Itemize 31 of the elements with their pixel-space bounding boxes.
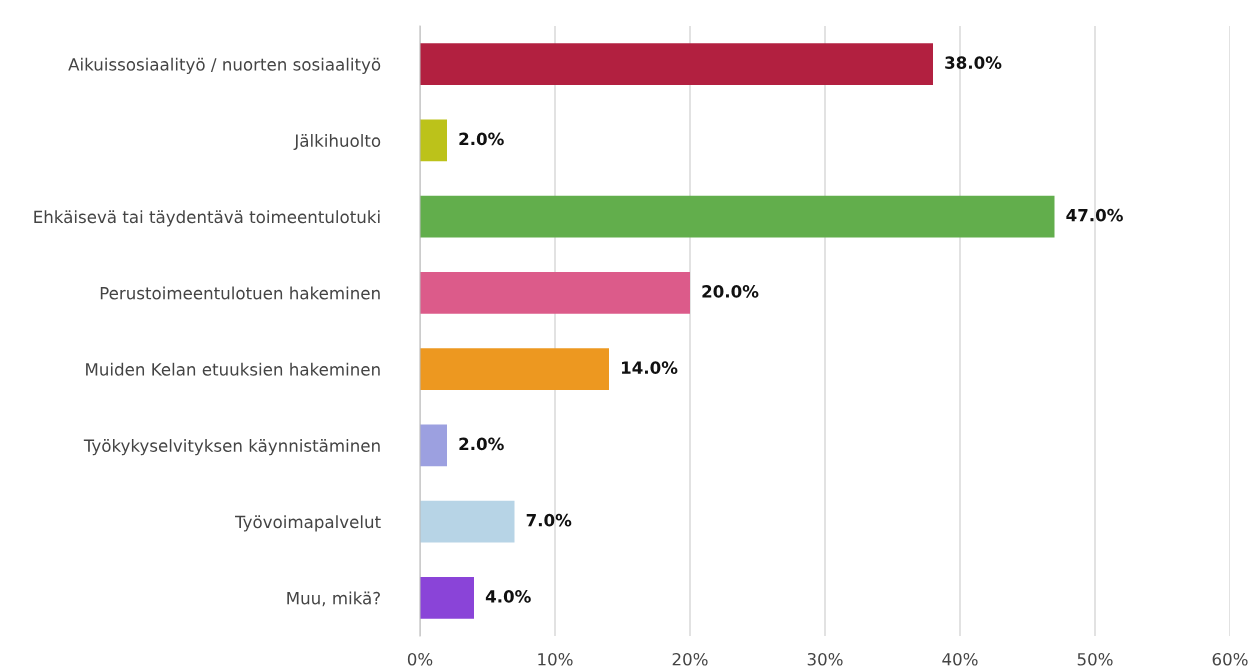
x-tick-label: 60% bbox=[1212, 652, 1248, 666]
bar bbox=[420, 43, 933, 86]
data-label: 14.0% bbox=[621, 361, 678, 374]
x-tick-label: 30% bbox=[807, 652, 843, 666]
bar bbox=[420, 348, 609, 391]
y-tick-label: Muiden Kelan etuuksien hakeminen bbox=[86, 362, 380, 376]
bar bbox=[420, 271, 690, 314]
data-label: 2.0% bbox=[459, 132, 504, 146]
y-tick-label: Perustoimeentulotuen hakeminen bbox=[100, 286, 380, 300]
bar bbox=[420, 500, 515, 543]
x-tick-label: 40% bbox=[942, 652, 978, 666]
x-tick-label: 50% bbox=[1077, 652, 1113, 666]
bar bbox=[420, 424, 447, 467]
x-tick-label: 10% bbox=[538, 652, 573, 666]
x-tick-label: 20% bbox=[672, 652, 708, 666]
data-label: 7.0% bbox=[526, 513, 572, 527]
data-label: 38.0% bbox=[945, 56, 1002, 69]
data-label: 47.0% bbox=[1066, 208, 1123, 222]
bar bbox=[420, 119, 447, 162]
y-tick-label: Ehkäisevä tai täydentävä toimeentulotuki bbox=[34, 210, 380, 227]
data-label: 4.0% bbox=[485, 590, 531, 603]
x-tick-label: 0% bbox=[407, 652, 433, 666]
y-tick-label: Jälkihuolto bbox=[293, 134, 381, 151]
y-tick-label: Työkykyselvityksen käynnistäminen bbox=[83, 439, 380, 456]
y-tick-label: Työvoimapalvelut bbox=[235, 515, 381, 532]
y-tick-label: Muu, mikä? bbox=[287, 591, 380, 607]
y-tick-label: Aikuissosiaalityö / nuorten sosiaalityö bbox=[68, 57, 381, 74]
data-label: 20.0% bbox=[702, 285, 759, 298]
data-label: 2.0% bbox=[459, 437, 504, 451]
bar bbox=[420, 576, 474, 619]
bar bbox=[420, 195, 1055, 238]
